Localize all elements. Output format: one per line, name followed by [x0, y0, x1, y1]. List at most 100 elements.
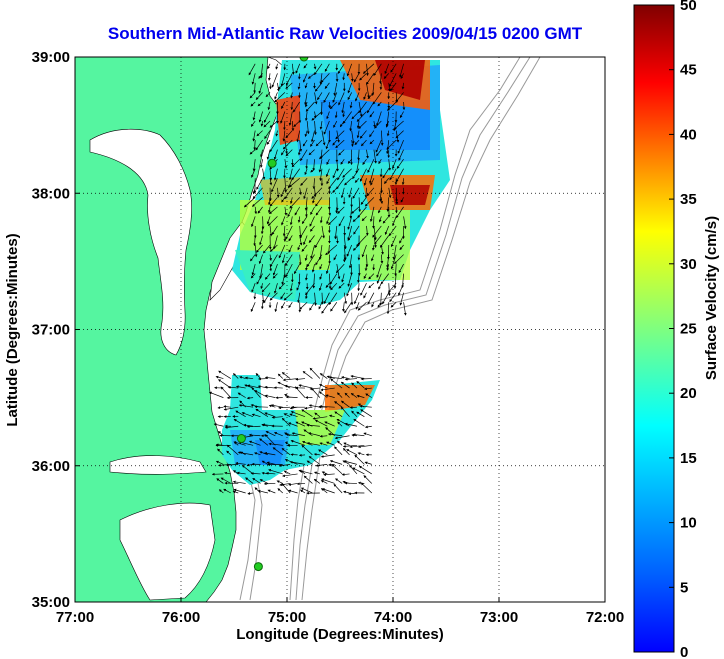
velocity-arrow: [235, 410, 246, 418]
velocity-arrow: [379, 73, 382, 85]
velocity-arrow: [269, 292, 278, 301]
velocity-arrow: [333, 254, 338, 261]
velocity-arrow: [263, 120, 271, 128]
velocity-arrow: [304, 197, 308, 211]
velocity-arrow: [367, 159, 375, 173]
velocity-arrow: [348, 254, 353, 269]
velocity-arrow: [399, 292, 404, 306]
velocity-arrow: [360, 139, 367, 147]
x-axis-ticks: 77:00 76:00 75:00 74:00 73:00 72:00: [56, 597, 624, 626]
x-tick-label: 74:00: [374, 609, 412, 626]
velocity-arrow: [314, 235, 323, 249]
velocity-arrow: [319, 405, 335, 408]
velocity-arrow: [254, 206, 258, 215]
velocity-arrow: [362, 63, 375, 74]
velocity-arrow: [315, 197, 323, 207]
velocity-arrow: [281, 149, 286, 156]
velocity-arrow: [351, 206, 360, 214]
velocity-arrow: [289, 197, 300, 209]
velocity-arrow: [390, 301, 397, 308]
grid-lines: [75, 57, 605, 602]
velocity-arrow: [372, 92, 382, 105]
velocity-arrow: [295, 421, 306, 427]
velocity-arrow: [397, 139, 404, 154]
velocity-arrow: [237, 392, 246, 398]
velocity-arrow: [254, 244, 258, 258]
velocity-arrow: [349, 444, 365, 449]
velocity-arrow: [326, 441, 335, 446]
velocity-arrow: [388, 225, 397, 237]
velocity-arrow: [257, 489, 269, 494]
velocity-arrow: [277, 488, 283, 494]
velocity-arrow: [218, 430, 224, 437]
velocity-arrow: [289, 413, 298, 418]
x-tick-label: 77:00: [56, 609, 94, 626]
velocity-arrow: [355, 302, 360, 310]
velocity-arrow: [220, 477, 231, 484]
y-tick-label: 35:00: [32, 594, 70, 611]
velocity-arrow: [335, 139, 345, 149]
velocity-arrow: [282, 139, 293, 150]
velocity-arrow: [269, 225, 273, 237]
velocity-arrow: [349, 101, 353, 109]
velocity-arrow: [266, 216, 271, 225]
velocity-arrow: [401, 273, 404, 289]
colorbar-tick-label: 20: [680, 385, 697, 402]
velocity-arrow: [382, 168, 390, 179]
velocity-arrow: [364, 187, 368, 199]
velocity-arrow: [342, 111, 352, 124]
velocity-arrow: [353, 418, 365, 427]
velocity-arrow: [251, 264, 256, 276]
x-axis-label: Longitude (Degrees:Minutes): [236, 626, 444, 643]
velocity-arrow: [291, 432, 306, 437]
velocity-arrow: [386, 302, 390, 315]
velocity-arrow: [261, 282, 271, 293]
velocity-arrow: [334, 225, 338, 240]
velocity-arrow: [294, 206, 301, 216]
velocity-arrow: [252, 159, 256, 172]
velocity-arrow: [358, 120, 367, 129]
velocity-arrow: [249, 149, 256, 155]
velocity-arrow: [328, 414, 335, 418]
velocity-arrow: [264, 273, 271, 280]
velocity-arrow: [258, 111, 263, 123]
velocity-arrow: [379, 187, 382, 202]
velocity-arrow: [291, 121, 295, 132]
velocity-arrow: [250, 120, 256, 127]
velocity-arrow: [253, 82, 257, 94]
velocity-arrow: [363, 273, 367, 279]
velocity-arrow: [226, 450, 232, 456]
velocity-arrow: [324, 421, 335, 427]
velocity-arrow: [280, 111, 286, 124]
velocity-arrow: [272, 263, 278, 276]
velocity-arrow: [352, 433, 365, 437]
velocity-arrow: [321, 471, 328, 475]
velocity-arrow: [297, 73, 301, 80]
velocity-arrow: [260, 63, 263, 79]
velocity-arrow: [387, 101, 397, 111]
chesapeake-bay: [89, 128, 192, 356]
velocity-arrow: [303, 187, 308, 200]
velocity-arrow: [337, 168, 345, 181]
velocity-arrow: [364, 425, 372, 429]
velocity-arrow: [369, 130, 375, 138]
velocity-arrow: [348, 187, 352, 199]
velocity-arrow: [255, 139, 263, 151]
velocity-arrow: [351, 130, 355, 145]
velocity-arrow: [269, 254, 272, 262]
velocity-arrow: [274, 302, 278, 313]
velocity-arrow: [354, 139, 360, 146]
velocity-arrow: [400, 197, 404, 203]
velocity-field-south: [222, 375, 380, 485]
velocity-arrow: [325, 244, 338, 256]
velocity-arrow: [269, 82, 272, 90]
colorbar-label: Surface Velocity (cm/s): [703, 216, 720, 380]
velocity-arrow: [323, 92, 330, 103]
velocity-arrow: [232, 480, 246, 484]
velocity-arrow: [215, 375, 224, 379]
velocity-arrow: [314, 63, 323, 76]
velocity-arrow: [304, 254, 308, 262]
velocity-arrow: [278, 406, 291, 410]
velocity-arrow: [356, 411, 365, 418]
velocity-arrow: [250, 273, 256, 279]
